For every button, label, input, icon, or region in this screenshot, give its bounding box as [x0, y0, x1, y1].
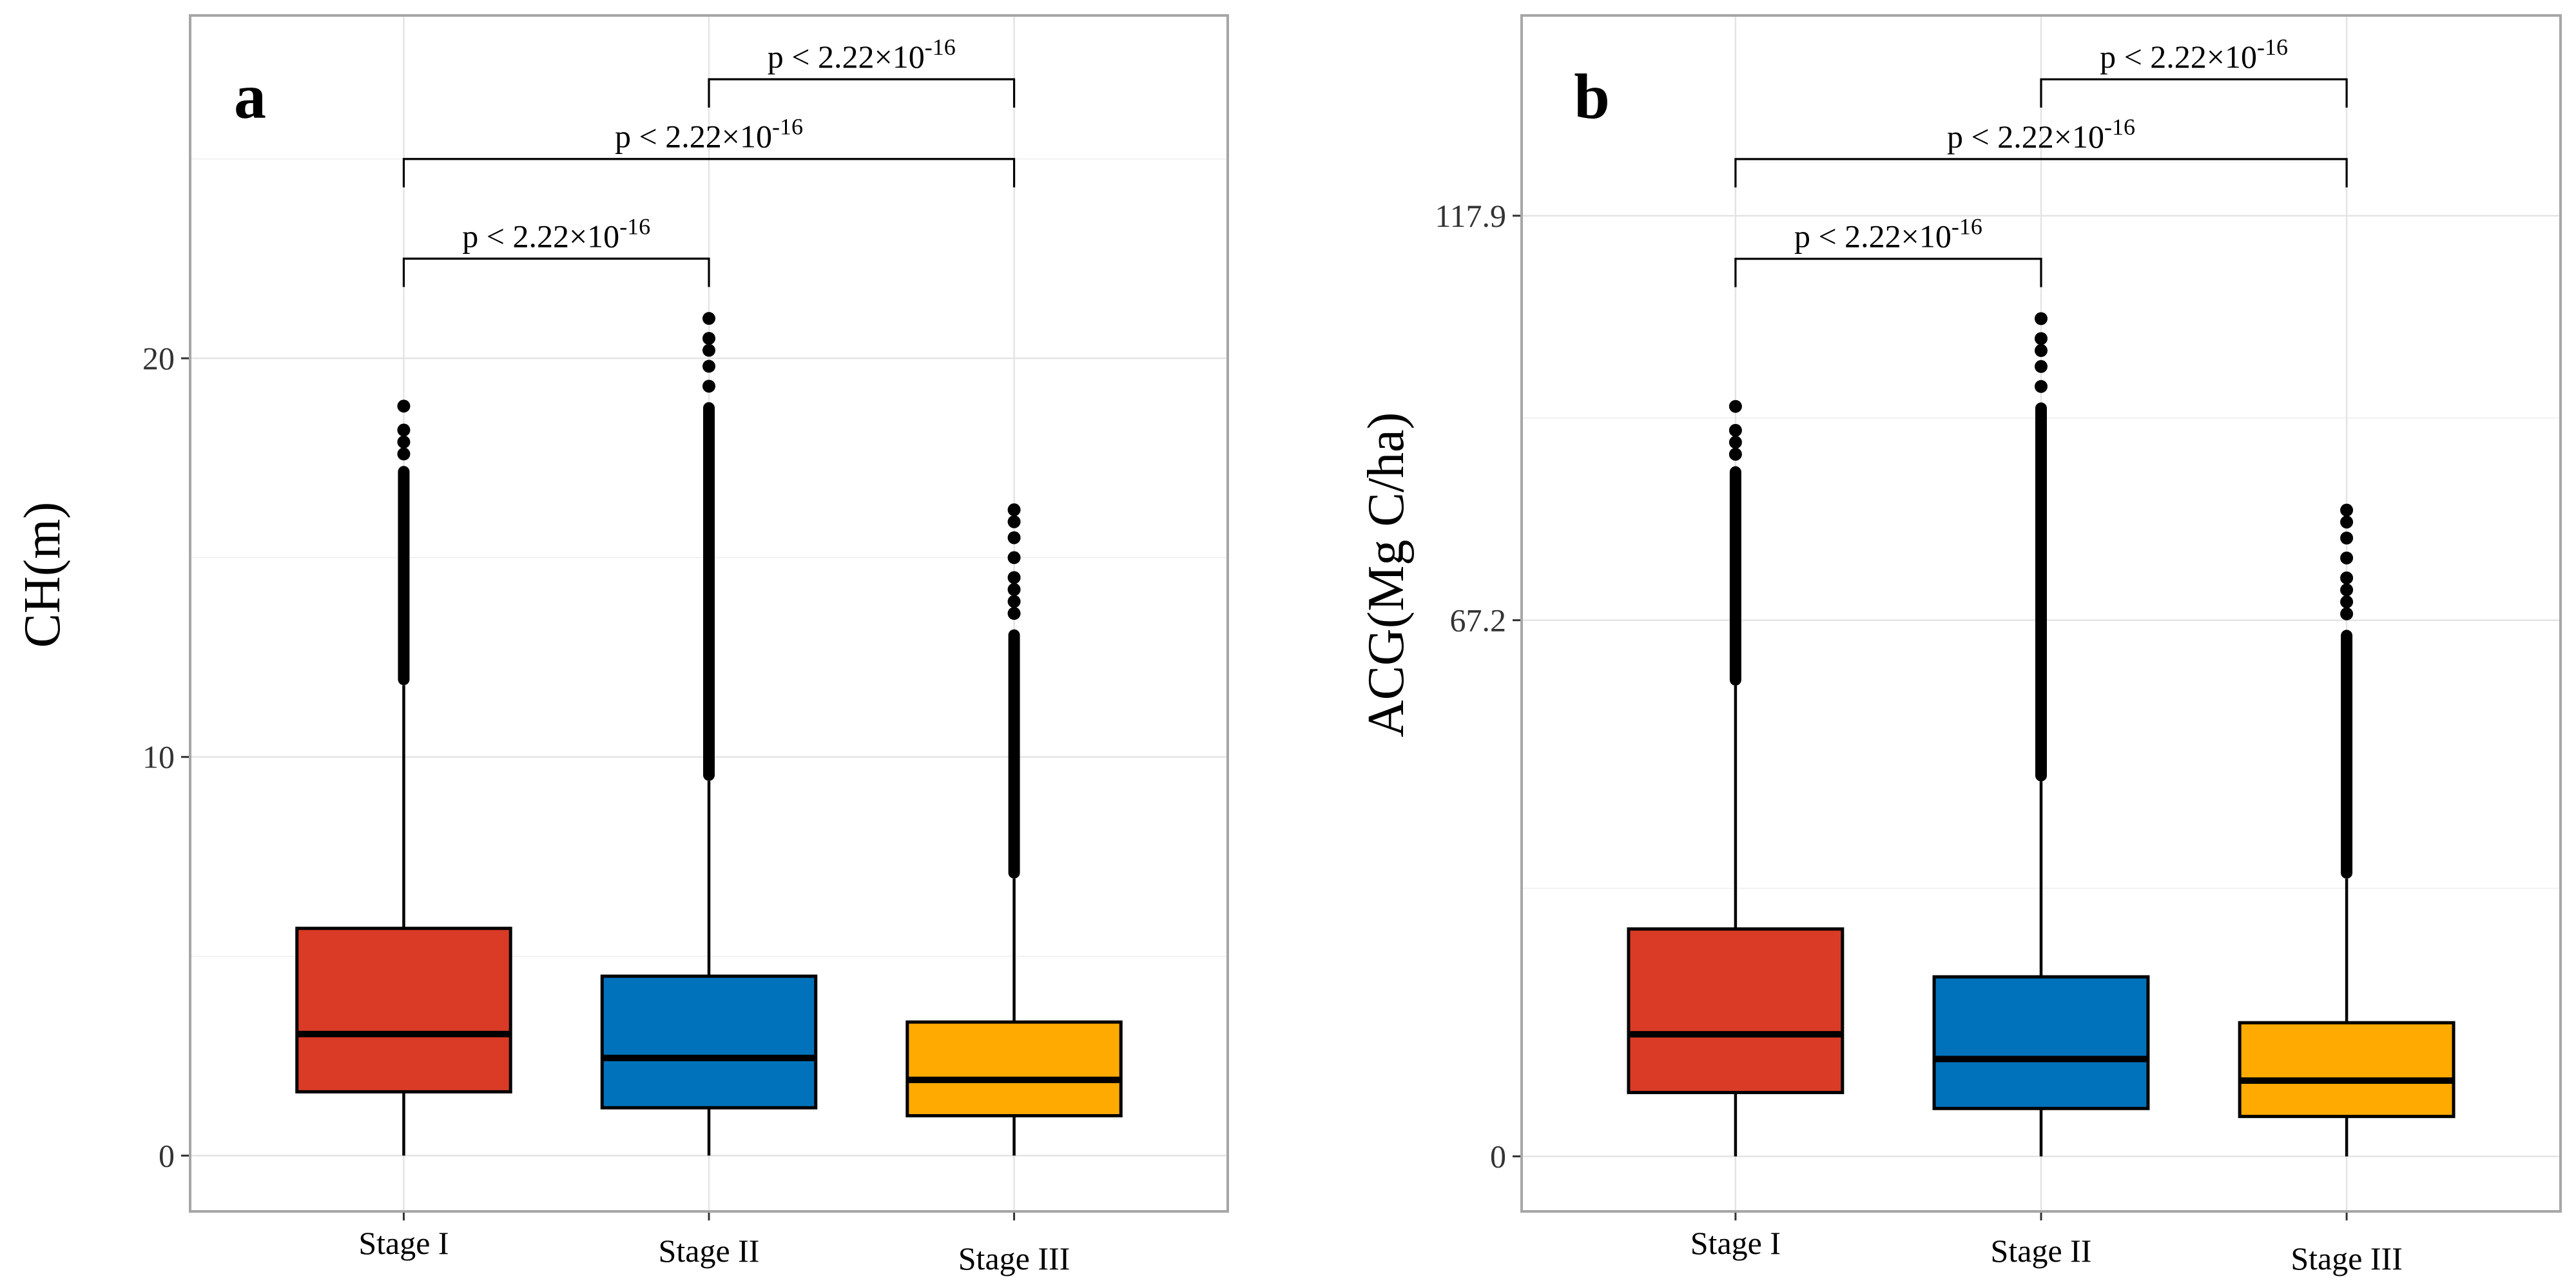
outlier-point	[2035, 344, 2048, 358]
outlier-point	[2340, 595, 2354, 609]
outlier-band-stage-1	[398, 466, 410, 686]
outlier-point	[702, 332, 715, 345]
comparison-p-value: p < 2.22×10-16	[1947, 114, 2135, 155]
outlier-point	[397, 447, 411, 461]
comparison-bracket	[1734, 258, 2042, 287]
comparison-p-value: p < 2.22×10-16	[768, 34, 956, 75]
outlier-point	[1729, 423, 1742, 437]
outlier-band-stage-2	[703, 402, 715, 781]
outlier-point	[1729, 400, 1742, 413]
outlier-band-stage-3	[2341, 630, 2353, 879]
y-tick-label: 10	[142, 739, 175, 775]
outlier-point	[702, 380, 715, 393]
box-stage-3	[2238, 1021, 2455, 1119]
y-tick-label: 0	[159, 1137, 175, 1173]
comparison-bracket	[402, 158, 1016, 188]
outlier-point	[702, 312, 715, 325]
outlier-point	[2340, 515, 2354, 529]
outlier-point	[1007, 503, 1021, 517]
outlier-point	[2035, 312, 2048, 325]
outlier-point	[1729, 447, 1742, 461]
outlier-point	[397, 400, 411, 413]
box-stage-1	[1627, 927, 1845, 1095]
x-tick-label: Stage III	[2290, 1240, 2403, 1276]
outlier-band-stage-3	[1008, 629, 1020, 879]
comparison-p-value: p < 2.22×10-16	[615, 114, 803, 155]
panel-b-y-ticks: 0 67.2 117.9	[1435, 198, 1522, 1175]
outlier-point	[1007, 595, 1021, 608]
panel-b-x-ticks: Stage I Stage II Stage III	[1690, 1211, 2403, 1276]
panel-a-boxes	[295, 312, 1123, 1156]
panel-a-frame	[189, 14, 1229, 1213]
outlier-point	[1007, 551, 1021, 564]
panel-a-y-axis-label: CH(m)	[14, 502, 71, 648]
comparison-p-value: p < 2.22×10-16	[462, 213, 650, 254]
outlier-point	[2340, 531, 2354, 544]
comparison-p-value: p < 2.22×10-16	[2100, 34, 2288, 75]
comparison-bracket	[708, 78, 1016, 108]
y-tick-label: 117.9	[1435, 198, 1506, 234]
outlier-point	[1007, 531, 1021, 544]
panel-a-comparisons: p < 2.22×10-16 p < 2.22×10-16 p < 2.22×10-…	[402, 34, 1016, 287]
outlier-band-stage-1	[1729, 466, 1741, 686]
panel-b-label: b	[1574, 61, 1610, 132]
outlier-point	[2035, 360, 2048, 373]
outlier-point	[2340, 583, 2354, 597]
outlier-point	[2340, 503, 2354, 517]
outlier-point	[1007, 583, 1021, 596]
x-tick-label: Stage I	[358, 1225, 449, 1261]
panel-b-frame	[1520, 14, 2562, 1213]
y-tick-label: 67.2	[1450, 602, 1507, 639]
outlier-point	[2340, 607, 2354, 621]
panel-b-boxes	[1627, 312, 2455, 1157]
panel-a-y-ticks: 0 10 20	[142, 340, 190, 1173]
comparison-p-value: p < 2.22×10-16	[1794, 214, 1982, 255]
comparison-bracket	[402, 257, 710, 287]
y-tick-label: 20	[142, 340, 175, 376]
box-stage-3	[905, 1020, 1123, 1118]
outlier-point	[1007, 607, 1021, 620]
outlier-point	[702, 360, 715, 373]
outlier-point	[1007, 571, 1021, 584]
y-tick-label: 0	[1490, 1139, 1506, 1175]
outlier-point	[2035, 380, 2048, 393]
outlier-point	[397, 423, 411, 437]
x-tick-label: Stage I	[1690, 1225, 1781, 1261]
comparison-bracket	[1734, 158, 2348, 188]
box-stage-2	[600, 974, 818, 1110]
outlier-point	[2340, 551, 2354, 564]
comparison-bracket	[2040, 78, 2348, 108]
box-stage-1	[295, 927, 512, 1093]
panel-a-label: a	[234, 61, 266, 132]
panel-a: p < 2.22×10-16 p < 2.22×10-16 p < 2.22×10-…	[14, 14, 1229, 1276]
outlier-point	[397, 435, 411, 448]
panel-a-x-ticks: Stage I Stage II Stage III	[358, 1211, 1070, 1276]
outlier-point	[1007, 515, 1021, 528]
x-tick-label: Stage III	[958, 1240, 1070, 1276]
panel-b-y-axis-label: ACG(Mg C/ha)	[1358, 412, 1415, 737]
outlier-band-stage-2	[2035, 402, 2047, 782]
x-tick-label: Stage II	[659, 1233, 760, 1269]
box-stage-2	[1932, 975, 2150, 1110]
outlier-point	[2340, 571, 2354, 584]
panel-b: p < 2.22×10-16 p < 2.22×10-16 p < 2.22×10-…	[1358, 14, 2562, 1276]
x-tick-label: Stage II	[1991, 1233, 2092, 1269]
outlier-point	[1729, 436, 1742, 449]
outlier-point	[702, 343, 715, 357]
panel-b-comparisons: p < 2.22×10-16 p < 2.22×10-16 p < 2.22×10-…	[1734, 34, 2348, 287]
outlier-point	[2035, 332, 2048, 345]
